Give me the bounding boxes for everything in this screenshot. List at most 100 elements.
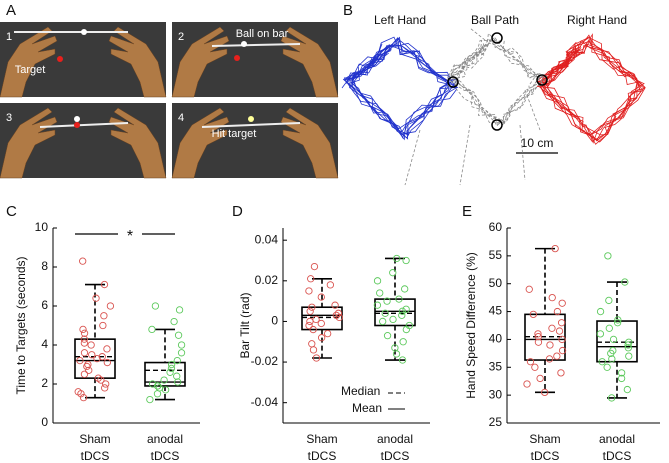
y-tick-label: 4 [41,337,48,351]
annotation: Ball on bar [236,28,289,40]
data-point [174,331,183,339]
data-point [548,324,556,332]
data-point [381,309,389,317]
trajectory [459,124,471,186]
target [74,122,80,128]
target [234,55,240,61]
y-axis-label: Hand Speed Difference (%) [464,252,478,399]
trajectory [469,27,486,41]
y-tick-label: 35 [489,359,503,373]
trajectory [344,36,459,136]
panel-label: C [6,203,17,220]
trajectory [448,32,539,127]
y-tick-label: 60 [489,220,503,234]
y-tick-label: 50 [489,276,503,290]
data-point [389,315,397,324]
data-point [398,356,407,364]
legend-label: Mean [352,401,382,415]
data-point [614,316,622,324]
data-point [80,335,88,343]
data-point [617,369,626,377]
significance: * [127,228,133,245]
data-point [146,395,154,404]
data-point [609,335,618,344]
trajectory [345,40,448,140]
data-point [536,374,544,383]
y-tick-label: -0.04 [251,395,279,409]
data-point [555,327,564,335]
data-point [317,319,325,328]
hand [108,107,167,179]
x-tick-label: anodal [377,432,413,446]
scale-label: 10 cm [521,136,554,150]
data-point [546,341,554,349]
hand [280,107,339,179]
trajectory [448,39,547,127]
data-point [87,341,95,349]
y-tick-label: 25 [489,415,503,429]
data-point [309,325,317,334]
data-point [551,244,559,253]
data-point [308,340,316,348]
trajectory [451,40,547,123]
data-point [312,354,321,362]
data-point [558,335,566,344]
x-tick-label: Sham [529,432,560,446]
data-point [310,262,319,271]
data-point [389,269,397,277]
annotation: Hit target [212,128,257,140]
y-tick-label: 0 [41,415,48,429]
data-point [106,302,115,310]
data-point [553,307,562,316]
trajectory [538,33,638,141]
frame-number: 4 [178,112,184,124]
data-point [324,329,332,338]
data-point [77,390,85,398]
x-tick-label: anodal [147,432,183,446]
ball [74,116,80,122]
frame-number: 1 [6,31,12,43]
data-point [624,344,632,352]
y-tick-label: 45 [489,304,503,318]
data-point [161,386,170,394]
panel-label: D [232,203,243,220]
data-point [305,321,313,330]
data-point [392,350,401,358]
data-point [596,330,605,338]
data-point [79,257,87,265]
data-point [177,349,186,357]
data-point [85,366,93,374]
frame-number: 2 [178,31,184,43]
data-point [557,319,566,327]
x-tick-label: tDCS [531,449,560,463]
data-point [525,285,533,293]
data-point [100,280,109,289]
data-point [305,287,313,295]
data-point [398,307,407,315]
bar [211,43,301,47]
box [144,361,186,387]
y-tick-label: 0.04 [255,232,279,246]
ball [81,29,87,35]
y-axis-label: Time to Targets (seconds) [14,256,28,394]
box [596,320,638,363]
data-point [88,351,96,359]
x-tick-label: tDCS [603,449,632,463]
data-point [306,317,314,326]
data-point [608,355,616,363]
data-point [148,325,156,334]
data-point [80,339,89,347]
data-point [98,353,106,361]
data-point [523,380,531,388]
target-circle [491,32,503,44]
trajectory [537,39,646,142]
trajectory [447,37,542,125]
data-point [526,358,535,366]
data-point [383,297,391,305]
bar [201,122,301,128]
trajectory [343,36,451,135]
y-axis-label: Bar Tilt (rad) [238,292,252,358]
x-tick-label: tDCS [81,449,110,463]
data-point [605,296,613,305]
